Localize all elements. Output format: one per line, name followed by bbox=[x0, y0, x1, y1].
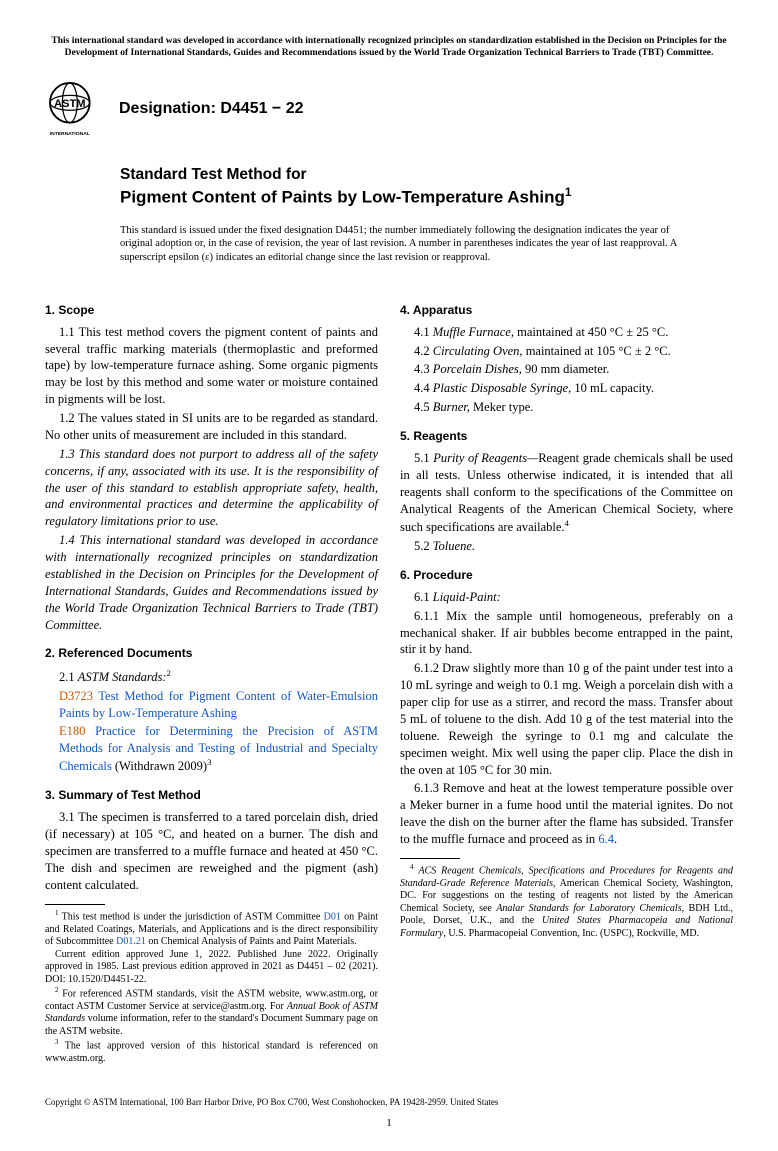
fn1-c: on Chemical Analysis of Paints and Paint… bbox=[146, 936, 357, 947]
p41-num: 4.1 bbox=[414, 325, 433, 339]
section-2-head: 2. Referenced Documents bbox=[45, 645, 378, 661]
designation-row: ASTM INTERNATIONAL Designation: D4451 − … bbox=[45, 78, 733, 140]
footnote-rule-left bbox=[45, 904, 105, 905]
footnote-1: 1 This test method is under the jurisdic… bbox=[45, 909, 378, 949]
p42-name: Circulating Oven, bbox=[433, 344, 523, 358]
para-6-1-2: 6.1.2 Draw slightly more than 10 g of th… bbox=[400, 660, 733, 778]
copyright-line: Copyright © ASTM International, 100 Barr… bbox=[45, 1096, 733, 1108]
fn1-a: This test method is under the jurisdicti… bbox=[59, 911, 324, 922]
para-4-2: 4.2 Circulating Oven, maintained at 105 … bbox=[400, 343, 733, 360]
footnote-4: 4 ACS Reagent Chemicals, Specifications … bbox=[400, 863, 733, 940]
ref-d3723-code[interactable]: D3723 bbox=[59, 689, 93, 703]
section-6-head: 6. Procedure bbox=[400, 567, 733, 583]
title-main: Pigment Content of Paints by Low-Tempera… bbox=[120, 185, 733, 209]
footnote-1-p2: Current edition approved June 1, 2022. P… bbox=[45, 949, 378, 987]
ref-e180: E180 Practice for Determining the Precis… bbox=[45, 723, 378, 775]
page-number: 1 bbox=[45, 1116, 733, 1131]
p45-num: 4.5 bbox=[414, 400, 433, 414]
para-1-3: 1.3 This standard does not purport to ad… bbox=[45, 446, 378, 530]
fn4-i2: Analar Standards for Laboratory Chemical… bbox=[496, 903, 681, 914]
p51-num: 5.1 bbox=[414, 451, 433, 465]
para-3-1: 3.1 The specimen is transferred to a tar… bbox=[45, 809, 378, 893]
fn4-d: , U.S. Pharmacopeial Convention, Inc. (U… bbox=[443, 928, 699, 939]
para-6-1: 6.1 Liquid-Paint: bbox=[400, 589, 733, 606]
p44-rest: 10 mL capacity. bbox=[571, 381, 654, 395]
para-4-1: 4.1 Muffle Furnace, maintained at 450 °C… bbox=[400, 324, 733, 341]
para-1-4: 1.4 This international standard was deve… bbox=[45, 532, 378, 633]
para-2-1: 2.1 ASTM Standards:2 bbox=[45, 668, 378, 686]
para-4-5: 4.5 Burner, Meker type. bbox=[400, 399, 733, 416]
p52-name: Toluene. bbox=[433, 539, 475, 553]
footnote-rule-right bbox=[400, 858, 460, 859]
issuance-note: This standard is issued under the fixed … bbox=[120, 224, 703, 265]
p41-name: Muffle Furnace, bbox=[433, 325, 514, 339]
p613-b: . bbox=[614, 832, 617, 846]
footnote-2: 2 For referenced ASTM standards, visit t… bbox=[45, 986, 378, 1038]
p52-num: 5.2 bbox=[414, 539, 433, 553]
svg-text:ASTM: ASTM bbox=[54, 98, 86, 110]
para-5-1: 5.1 Purity of Reagents—Reagent grade che… bbox=[400, 450, 733, 536]
fn4-sup: 4 bbox=[410, 863, 414, 871]
designation-text: Designation: D4451 − 22 bbox=[119, 98, 304, 120]
fn3-text: The last approved version of this histor… bbox=[45, 1041, 378, 1065]
ref-e180-title[interactable]: Practice for Determining the Precision o… bbox=[59, 724, 378, 773]
section-3-head: 3. Summary of Test Method bbox=[45, 787, 378, 803]
fn2-b: volume information, refer to the standar… bbox=[45, 1013, 378, 1037]
p51-name: Purity of Reagents— bbox=[433, 451, 538, 465]
para-1-1: 1.1 This test method covers the pigment … bbox=[45, 324, 378, 408]
p613-a: 6.1.3 Remove and heat at the lowest temp… bbox=[400, 781, 733, 846]
astm-logo: ASTM INTERNATIONAL bbox=[45, 78, 107, 140]
title-main-text: Pigment Content of Paints by Low-Tempera… bbox=[120, 187, 565, 206]
ref-e180-sup: 3 bbox=[207, 757, 211, 767]
header-disclaimer: This international standard was develope… bbox=[45, 35, 733, 60]
p613-link[interactable]: 6.4 bbox=[598, 832, 614, 846]
p41-rest: maintained at 450 °C ± 25 °C. bbox=[514, 325, 668, 339]
p45-name: Burner, bbox=[433, 400, 470, 414]
ref-d3723: D3723 Test Method for Pigment Content of… bbox=[45, 688, 378, 722]
p43-rest: 90 mm diameter. bbox=[522, 362, 609, 376]
p44-name: Plastic Disposable Syringe, bbox=[433, 381, 572, 395]
para-5-2: 5.2 Toluene. bbox=[400, 538, 733, 555]
p43-name: Porcelain Dishes, bbox=[433, 362, 522, 376]
para-1-2: 1.2 The values stated in SI units are to… bbox=[45, 410, 378, 444]
title-prefix: Standard Test Method for bbox=[120, 165, 733, 185]
body-columns: 1. Scope 1.1 This test method covers the… bbox=[45, 290, 733, 1066]
ref-e180-code[interactable]: E180 bbox=[59, 724, 85, 738]
svg-text:INTERNATIONAL: INTERNATIONAL bbox=[50, 131, 90, 137]
para-6-1-3: 6.1.3 Remove and heat at the lowest temp… bbox=[400, 780, 733, 848]
fn1-link-d0121[interactable]: D01.21 bbox=[116, 936, 146, 947]
p45-rest: Meker type. bbox=[470, 400, 534, 414]
title-block: Standard Test Method for Pigment Content… bbox=[120, 165, 733, 209]
section-1-head: 1. Scope bbox=[45, 302, 378, 318]
section-4-head: 4. Apparatus bbox=[400, 302, 733, 318]
para-2-1-num: 2.1 bbox=[59, 670, 78, 684]
p51-sup: 4 bbox=[565, 518, 569, 528]
para-4-3: 4.3 Porcelain Dishes, 90 mm diameter. bbox=[400, 361, 733, 378]
footnote-3: 3 The last approved version of this hist… bbox=[45, 1038, 378, 1065]
p61-name: Liquid-Paint: bbox=[433, 590, 501, 604]
p43-num: 4.3 bbox=[414, 362, 433, 376]
para-2-1-label: ASTM Standards: bbox=[78, 670, 167, 684]
para-4-4: 4.4 Plastic Disposable Syringe, 10 mL ca… bbox=[400, 380, 733, 397]
para-2-1-sup: 2 bbox=[167, 668, 171, 678]
title-superscript: 1 bbox=[565, 185, 572, 199]
section-5-head: 5. Reagents bbox=[400, 428, 733, 444]
fn1-link-d01[interactable]: D01 bbox=[324, 911, 341, 922]
p42-rest: maintained at 105 °C ± 2 °C. bbox=[523, 344, 671, 358]
ref-e180-withdrawn: (Withdrawn 2009) bbox=[112, 759, 207, 773]
p42-num: 4.2 bbox=[414, 344, 433, 358]
para-6-1-1: 6.1.1 Mix the sample until homogeneous, … bbox=[400, 608, 733, 659]
p44-num: 4.4 bbox=[414, 381, 433, 395]
ref-d3723-title[interactable]: Test Method for Pigment Content of Water… bbox=[59, 689, 378, 720]
p61-num: 6.1 bbox=[414, 590, 433, 604]
